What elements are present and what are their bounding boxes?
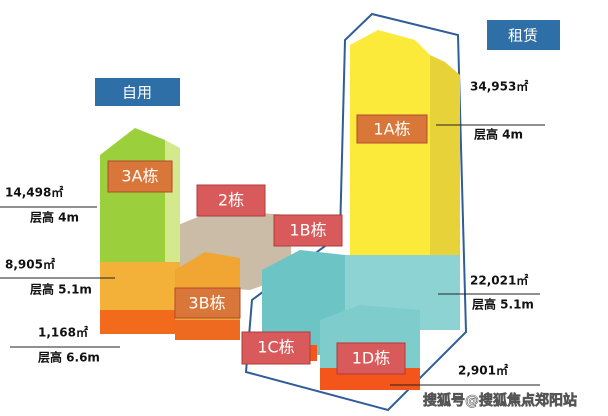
building-label: 1C栋	[257, 338, 294, 357]
area-label: 2,901㎡	[458, 363, 508, 378]
height-label: 层高 4m	[30, 210, 79, 225]
tag-box	[95, 78, 180, 106]
label-box	[174, 287, 241, 319]
building-1a	[350, 30, 430, 300]
label-box	[356, 114, 428, 144]
area-label: 1,168㎡	[38, 325, 88, 340]
building-label: 3B栋	[188, 294, 225, 313]
tag-self-use: 自用	[122, 84, 152, 102]
label-box	[336, 342, 406, 375]
area-label: 34,953㎡	[470, 79, 528, 94]
building-3a-upper	[100, 128, 165, 265]
label-box	[273, 214, 343, 247]
height-label: 层高 4m	[474, 127, 523, 142]
building-label: 2栋	[218, 191, 244, 210]
building-label: 1B栋	[289, 221, 326, 240]
building-3a-middle	[100, 262, 180, 312]
label-box	[196, 184, 266, 217]
rental-outline	[244, 12, 468, 412]
building-label: 1A栋	[373, 120, 410, 139]
building-3b-base	[175, 320, 240, 340]
tag-rental: 租赁	[508, 27, 538, 45]
watermark: 搜狐号@搜狐焦点郑阳站	[423, 392, 577, 409]
building-3a-side	[165, 140, 180, 268]
height-label: 层高 5.1m	[472, 297, 534, 312]
area-label: 22,021㎡	[470, 273, 528, 288]
area-label: 14,498㎡	[5, 185, 63, 200]
building-label: 3A栋	[121, 167, 158, 186]
building-3a-base	[100, 310, 180, 334]
tag-box	[487, 20, 560, 50]
label-box	[241, 331, 311, 365]
building-1a-side	[430, 55, 460, 300]
area-label: 8,905㎡	[5, 257, 55, 272]
height-label: 层高 5.1m	[30, 282, 92, 297]
building-label: 1D栋	[352, 349, 391, 368]
label-box	[107, 160, 173, 193]
height-label: 层高 6.6m	[38, 350, 100, 365]
